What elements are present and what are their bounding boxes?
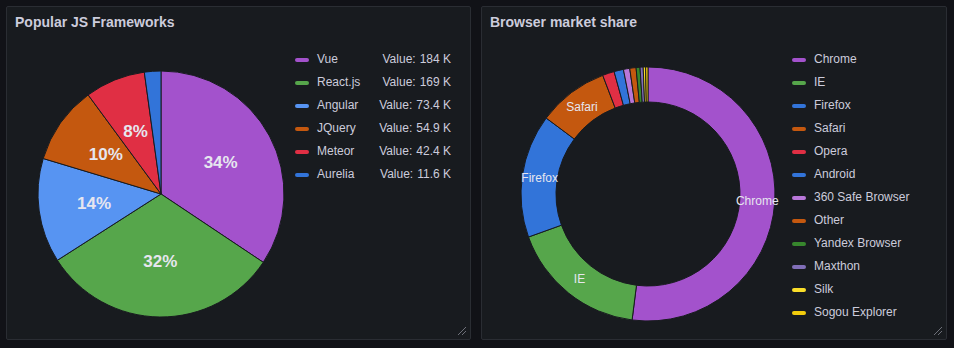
html-text:Value: 184 K: Value: 184 K (382, 52, 451, 66)
svg-text:Chrome: Chrome (736, 194, 779, 208)
svg-text:8%: 8% (123, 122, 148, 141)
html-text:Browser market share: Browser market share (490, 14, 638, 30)
svg-text:Safari: Safari (566, 100, 597, 114)
html-text:Value: 54.9 K: Value: 54.9 K (379, 121, 451, 135)
html-text:Value: 42.4 K: Value: 42.4 K (379, 144, 451, 158)
html-text:Yandex Browser: Yandex Browser (814, 236, 902, 250)
html-text:Popular JS Frameworks: Popular JS Frameworks (15, 14, 175, 30)
html-text:Android: Android (814, 167, 856, 181)
svg-text:Firefox: Firefox (521, 171, 558, 185)
html-text:Safari: Safari (814, 121, 846, 135)
html-text:Maxthon: Maxthon (814, 259, 860, 273)
html-text:360 Safe Browser: 360 Safe Browser (814, 190, 910, 204)
svg-text:14%: 14% (77, 194, 111, 213)
html-text:Firefox: Firefox (814, 98, 851, 112)
html-text:Silk: Silk (814, 282, 834, 296)
html-text:Meteor: Meteor (317, 144, 355, 158)
svg-text:10%: 10% (89, 145, 123, 164)
html-text:React.js: React.js (317, 75, 361, 89)
html-text:Value: 169 K: Value: 169 K (382, 75, 451, 89)
html-text:JQuery: JQuery (317, 121, 356, 135)
html-text:Sogou Explorer: Sogou Explorer (814, 305, 897, 319)
html-text:Angular: Angular (317, 98, 359, 112)
html-text:Vue: Vue (317, 52, 338, 66)
html-text:Value: 11.6 K: Value: 11.6 K (380, 167, 451, 181)
svg-text:32%: 32% (143, 252, 177, 271)
html-text:Chrome: Chrome (814, 52, 857, 66)
html-text:IE: IE (814, 75, 826, 89)
html-text:Other: Other (814, 213, 844, 227)
html-text:Opera: Opera (814, 144, 848, 158)
svg-text:34%: 34% (204, 153, 238, 172)
html-text:Value: 73.4 K: Value: 73.4 K (379, 98, 451, 112)
svg-text:IE: IE (574, 272, 585, 286)
html-text:Aurelia: Aurelia (317, 167, 355, 181)
